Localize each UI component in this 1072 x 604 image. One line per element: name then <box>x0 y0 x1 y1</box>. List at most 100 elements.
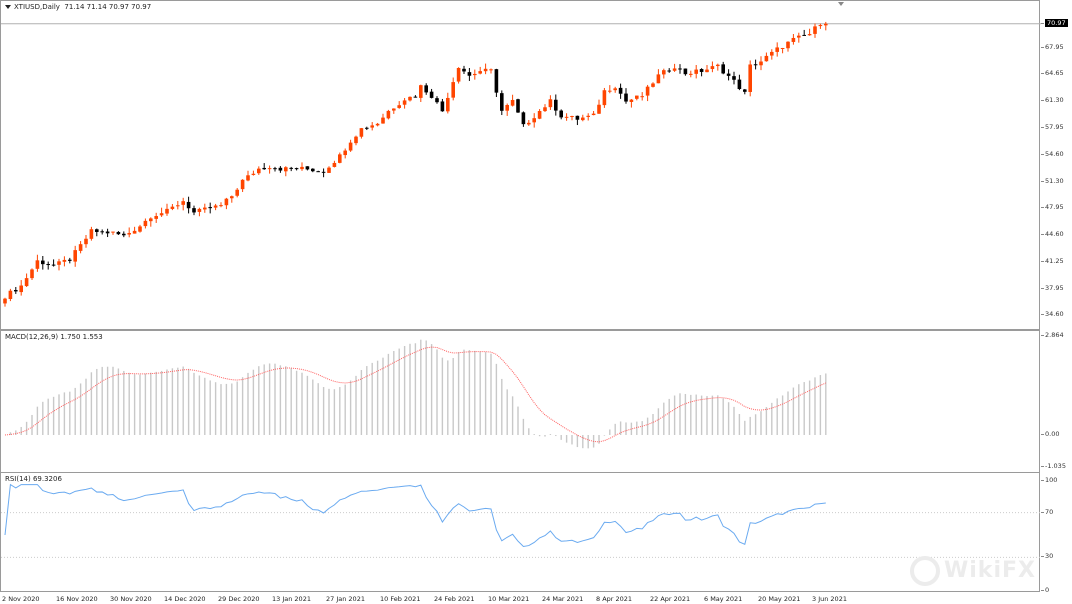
dropdown-triangle-icon[interactable] <box>5 5 11 9</box>
candle <box>273 166 277 172</box>
candle <box>764 52 769 62</box>
candle <box>311 168 315 173</box>
candle-body <box>186 201 191 209</box>
price-chart-pane[interactable]: XTIUSD,Daily 71.14 71.14 70.97 70.97 <box>0 0 1041 330</box>
time-axis-label: 10 Mar 2021 <box>488 595 530 603</box>
candle <box>537 109 542 120</box>
candle-body <box>402 100 407 105</box>
candle-body <box>624 93 628 102</box>
candle <box>608 85 612 94</box>
candle-body <box>478 71 482 74</box>
candle-body <box>338 154 342 163</box>
candle-body <box>446 97 450 112</box>
candle <box>586 113 590 121</box>
candle-body <box>797 35 801 38</box>
candle <box>753 59 758 70</box>
ohlc-values: 71.14 71.14 70.97 70.97 <box>64 3 152 11</box>
candle <box>62 256 67 267</box>
candle <box>419 84 423 103</box>
candle <box>473 69 477 80</box>
candle-body <box>289 167 293 169</box>
candle-body <box>764 55 769 62</box>
candle-body <box>656 74 661 84</box>
candle-body <box>645 86 650 96</box>
candle <box>213 203 218 211</box>
candle-body <box>95 229 99 232</box>
candle <box>251 170 256 176</box>
candle <box>780 47 785 54</box>
time-axis[interactable]: 2 Nov 2020 16 Nov 2020 30 Nov 2020 14 Dec 2… <box>0 592 1040 604</box>
axis-label: 61.30 <box>1041 96 1064 105</box>
rsi-pane[interactable]: RSI(14) 69.3206 <box>0 472 1041 592</box>
candle <box>478 66 482 75</box>
symbol-label: XTIUSD,Daily <box>14 3 60 11</box>
time-axis-label: 27 Jan 2021 <box>326 595 365 603</box>
candle-body <box>635 95 639 99</box>
axis-label: 41.25 <box>1041 257 1064 266</box>
candle-body <box>618 87 623 94</box>
candle-body <box>246 175 250 181</box>
candle <box>770 49 774 60</box>
candle <box>721 61 725 75</box>
candle-body <box>78 244 83 251</box>
time-axis-label: 22 Apr 2021 <box>650 595 691 603</box>
time-axis-label: 6 May 2021 <box>704 595 743 603</box>
candle-body <box>370 125 374 128</box>
candle <box>737 74 742 91</box>
candle-body <box>197 208 202 212</box>
candle-body <box>381 117 385 124</box>
candle <box>262 163 266 170</box>
candle-body <box>435 98 439 103</box>
candle-body <box>208 207 212 209</box>
candle <box>19 280 23 296</box>
candle-body <box>462 68 466 72</box>
candle-body <box>602 90 607 106</box>
candle <box>267 165 272 174</box>
candle <box>186 196 191 214</box>
candle-body <box>262 167 266 170</box>
candle <box>494 68 499 98</box>
candle <box>100 229 104 235</box>
candle-body <box>640 96 644 98</box>
candle <box>132 226 137 234</box>
candle-body <box>138 226 142 232</box>
candle <box>165 203 169 216</box>
candle <box>500 90 504 116</box>
candle-body <box>591 113 596 116</box>
candle-body <box>311 168 315 172</box>
candle <box>343 148 347 159</box>
axis-label: 2.864 <box>1041 331 1064 339</box>
candle-body <box>559 110 563 118</box>
candle <box>116 231 121 235</box>
candle-body <box>748 64 752 92</box>
axis-label: 67.95 <box>1041 43 1064 51</box>
candle-body <box>824 23 828 26</box>
candle <box>300 162 304 171</box>
candle-body <box>132 230 137 234</box>
macd-pane[interactable]: MACD(12,26,9) 1.750 1.553 <box>0 330 1040 473</box>
candle <box>440 98 445 112</box>
axis-label: 100 <box>1040 476 1058 484</box>
candle-body <box>316 171 320 173</box>
candle-body <box>586 115 590 117</box>
candle <box>748 60 752 97</box>
candle-body <box>451 82 455 98</box>
candle <box>521 111 526 127</box>
candle <box>413 95 418 98</box>
candle <box>483 63 488 75</box>
candle-body <box>554 99 558 111</box>
candle <box>446 92 450 114</box>
candle <box>51 259 56 267</box>
candle <box>73 245 77 267</box>
candle-body <box>413 96 418 98</box>
axis-label: 34.60 <box>1041 310 1064 319</box>
candle-body <box>359 128 364 137</box>
candle-body <box>365 127 369 129</box>
candle <box>203 203 207 213</box>
macd-label: MACD(12,26,9) 1.750 1.553 <box>5 333 103 341</box>
candle <box>532 113 536 128</box>
candle-body <box>543 107 547 112</box>
candle-body <box>51 264 56 266</box>
candle <box>716 63 720 71</box>
time-axis-label: 24 Feb 2021 <box>434 595 475 603</box>
